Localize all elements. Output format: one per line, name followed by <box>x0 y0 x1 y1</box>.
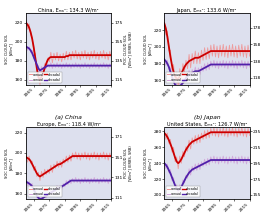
Title: United States, Eₘₐˣ: 126.7 W/m²: United States, Eₘₐˣ: 126.7 W/m² <box>167 122 247 127</box>
Legend: annual, annual, decadal, decadal: annual, annual, decadal, decadal <box>166 186 200 197</box>
Y-axis label: SOC CLOUD SOL
[W/m²]: SOC CLOUD SOL [W/m²] <box>5 34 14 64</box>
Legend: annual, annual, decadal, decadal: annual, annual, decadal, decadal <box>166 72 200 83</box>
Y-axis label: POC CLOUD SOL
[W/m²] (ERBS, SRB): POC CLOUD SOL [W/m²] (ERBS, SRB) <box>124 145 132 181</box>
Title: Japan, Eₘₐˣ: 133.6 W/m²: Japan, Eₘₐˣ: 133.6 W/m² <box>177 8 237 13</box>
Title: China, Eₘₐˣ: 134.3 W/m²: China, Eₘₐˣ: 134.3 W/m² <box>38 8 99 13</box>
Title: Europe, Eₘₐˣ: 118.4 W/m²: Europe, Eₘₐˣ: 118.4 W/m² <box>37 122 101 127</box>
Y-axis label: POC CLOUD SOL
[W/m²] (ERBS, SRB): POC CLOUD SOL [W/m²] (ERBS, SRB) <box>124 31 132 67</box>
Legend: annual, annual, decadal, decadal: annual, annual, decadal, decadal <box>28 186 62 197</box>
Text: (b) Japan: (b) Japan <box>194 115 220 120</box>
Legend: annual, annual, decadal, decadal: annual, annual, decadal, decadal <box>28 72 62 83</box>
Y-axis label: SOC CLOUD SOL
[W/m²]: SOC CLOUD SOL [W/m²] <box>5 148 14 178</box>
Text: (a) China: (a) China <box>55 115 82 120</box>
Y-axis label: SOC CLOUD SOL
[W/m²]: SOC CLOUD SOL [W/m²] <box>144 34 152 64</box>
Y-axis label: SOC CLOUD SOL
[W/m²]: SOC CLOUD SOL [W/m²] <box>144 148 152 178</box>
